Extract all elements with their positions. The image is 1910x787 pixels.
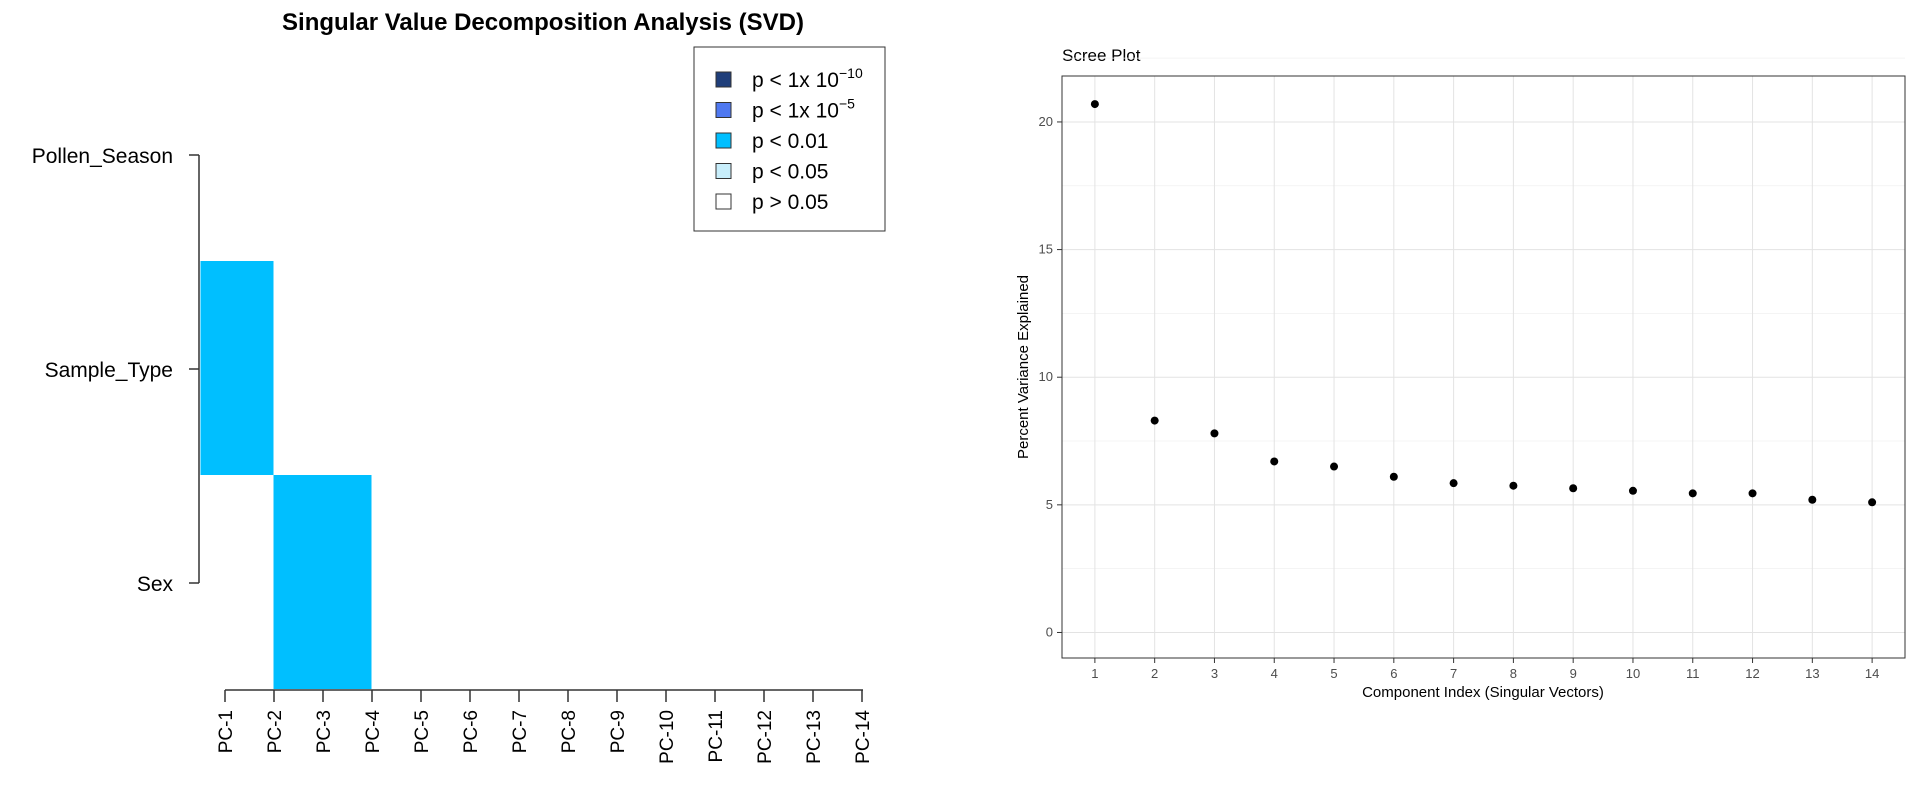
scree-x-tick-label: 8	[1510, 666, 1517, 681]
scree-plot-border	[1061, 75, 1906, 659]
scree-x-tick-label: 2	[1151, 666, 1158, 681]
heatmap-column-label: PC-5	[412, 710, 433, 753]
heatmap-column-label: PC-7	[510, 710, 531, 753]
scree-point	[1509, 481, 1518, 490]
scree-x-tick-label: 12	[1745, 666, 1759, 681]
legend-items: p < 1x 10−10 p < 1x 10−5 p < 0.01 p < 0.05 p…	[715, 65, 863, 214]
legend-label: p > 0.05	[752, 191, 828, 214]
scree-y-tick-label: 0	[1046, 624, 1053, 639]
scree-x-tick-label: 4	[1271, 666, 1278, 681]
scree-x-tick-label: 3	[1211, 666, 1218, 681]
heatmap-column-label: PC-8	[559, 710, 580, 753]
scree-y-tick-label: 5	[1046, 497, 1053, 512]
legend-swatch	[715, 102, 732, 118]
scree-points	[1090, 100, 1877, 507]
heatmap-cells	[200, 261, 372, 689]
scree-point	[1150, 416, 1159, 425]
scree-point	[1330, 462, 1339, 471]
scree-point	[1808, 495, 1817, 504]
scree-point	[1389, 472, 1398, 481]
scree-point	[1210, 429, 1219, 438]
scree-point	[1868, 498, 1877, 507]
legend-label: p < 1x 10−5	[752, 96, 855, 123]
heatmap-column-label: PC-3	[314, 710, 335, 753]
heatmap-legend: p < 1x 10−10 p < 1x 10−5 p < 0.01 p < 0.05 p…	[693, 46, 886, 232]
heatmap-cell-sex-pc-3	[322, 475, 372, 689]
heatmap-column-label: PC-14	[853, 710, 874, 764]
scree-point	[1270, 457, 1279, 466]
heatmap-column-label: PC-4	[363, 710, 384, 754]
scree-point	[1569, 484, 1578, 493]
scree-x-tick-label: 13	[1805, 666, 1819, 681]
scree-y-axis-label: Percent Variance Explained	[1015, 275, 1032, 459]
scree-x-tick-label: 6	[1390, 666, 1397, 681]
legend-label: p < 0.05	[752, 161, 828, 184]
heatmap-column-label: PC-10	[657, 710, 678, 764]
heatmap-column-label: PC-6	[461, 710, 482, 753]
heatmap-y-axis: Pollen_Season Sample_Type Sex	[32, 145, 199, 596]
heatmap-cell-sex-pc-2	[273, 475, 323, 689]
scree-x-tick-label: 11	[1686, 666, 1700, 681]
scree-x-axis: 1 2 3 4 5 6 7 8 9 10 11 12 13 14	[1091, 658, 1879, 681]
heatmap-row-label: Sex	[137, 573, 174, 596]
scree-point	[1748, 489, 1757, 498]
legend-label: p < 1x 10−10	[752, 65, 863, 92]
scree-x-axis-label: Component Index (Singular Vectors)	[1362, 684, 1604, 701]
legend-swatch	[715, 193, 732, 210]
scree-point	[1628, 486, 1637, 495]
scree-x-tick-label: 9	[1570, 666, 1577, 681]
legend-swatch	[715, 132, 732, 149]
scree-x-tick-label: 14	[1865, 666, 1879, 681]
scree-point	[1449, 479, 1458, 488]
heatmap-title: Singular Value Decomposition Analysis (S…	[282, 9, 804, 36]
heatmap-column-label: PC-2	[265, 710, 286, 753]
heatmap-column-label: PC-9	[608, 710, 629, 753]
scree-x-tick-label: 1	[1091, 666, 1098, 681]
heatmap-x-axis: PC-1 PC-2 PC-3 PC-4 PC-5 PC-6 PC-7 PC-8 PC-9 PC-1…	[216, 690, 874, 764]
scree-plot-area	[1061, 75, 1906, 659]
scree-point	[1688, 489, 1697, 498]
scree-x-tick-label: 5	[1330, 666, 1337, 681]
legend-swatch	[715, 163, 732, 179]
legend-label: p < 0.01	[752, 130, 828, 153]
scree-point	[1090, 100, 1099, 109]
heatmap-column-label: PC-12	[755, 710, 776, 764]
scree-y-tick-label: 10	[1039, 369, 1053, 384]
scree-x-tick-label: 7	[1450, 666, 1457, 681]
heatmap-row-label: Sample_Type	[45, 359, 173, 382]
scree-title: Scree Plot	[1062, 46, 1141, 65]
scree-grid	[1062, 57, 1905, 658]
scree-x-tick-label: 10	[1626, 666, 1640, 681]
scree-y-tick-label: 20	[1039, 114, 1053, 129]
legend-swatch	[715, 71, 732, 88]
svd-heatmap-panel: Singular Value Decomposition Analysis (S…	[32, 9, 886, 764]
heatmap-column-label: PC-1	[216, 710, 237, 753]
scree-y-tick-label: 15	[1039, 242, 1053, 257]
heatmap-cell-sample_type-pc-1	[200, 261, 274, 475]
heatmap-column-label: PC-13	[804, 710, 825, 764]
heatmap-row-label: Pollen_Season	[32, 145, 173, 168]
heatmap-column-label: PC-11	[706, 710, 727, 762]
scree-y-axis: 0 5 10 15 20	[1039, 114, 1062, 639]
